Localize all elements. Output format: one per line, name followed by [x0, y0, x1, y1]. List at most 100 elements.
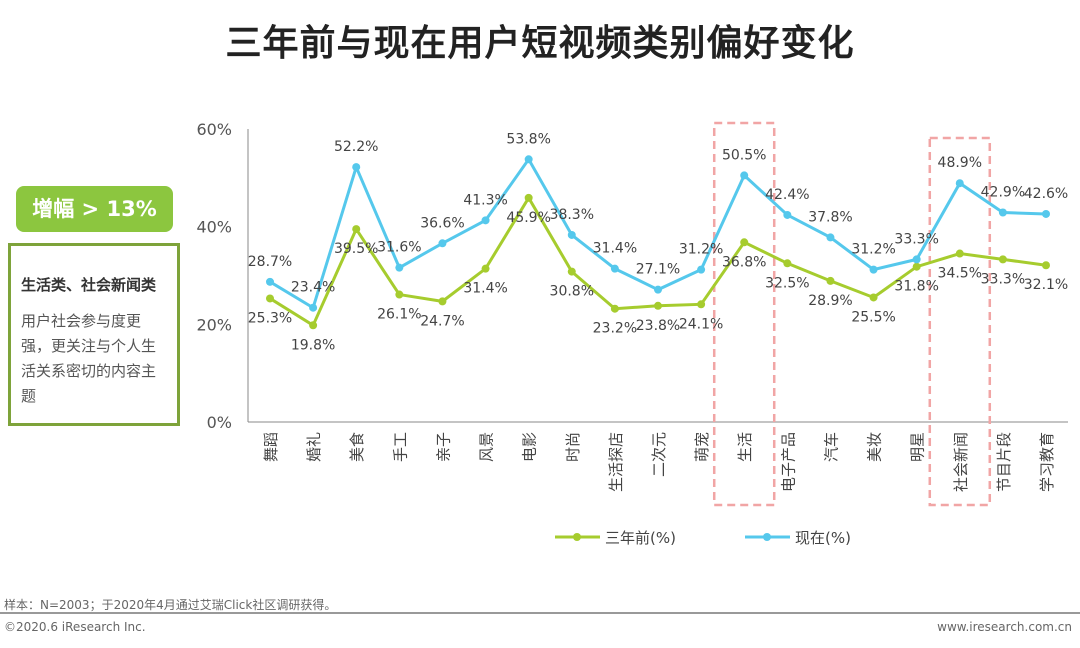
- legend-label: 三年前(%): [605, 529, 676, 547]
- x-tick-label: 美妆: [866, 432, 884, 462]
- data-point: [524, 193, 533, 202]
- data-label: 25.5%: [851, 309, 895, 325]
- data-point: [783, 210, 792, 219]
- data-label: 26.1%: [377, 307, 421, 323]
- x-tick-label: 汽车: [822, 432, 840, 462]
- x-tick-label: 学习教育: [1038, 432, 1056, 492]
- legend-marker: [763, 533, 771, 541]
- data-label: 31.2%: [679, 242, 723, 258]
- data-label: 38.3%: [550, 207, 594, 223]
- x-tick-label: 手工: [391, 432, 409, 462]
- highlight-box: [928, 136, 992, 507]
- x-tick-label: 电子产品: [779, 432, 797, 492]
- data-point: [912, 262, 921, 271]
- x-tick-label: 明星: [909, 432, 927, 462]
- x-tick-label: 节目片段: [995, 432, 1013, 492]
- y-tick-label: 60%: [196, 120, 232, 139]
- insight-body: 用户社会参与度更强，更关注与个人生活关系密切的内容主题: [21, 312, 157, 405]
- data-label: 52.2%: [334, 139, 378, 155]
- data-point: [567, 267, 576, 276]
- x-tick-label: 美食: [348, 432, 366, 462]
- x-tick-label: 亲子: [434, 432, 452, 462]
- x-tick-label: 婚礼: [305, 432, 323, 462]
- data-label: 27.1%: [636, 262, 680, 278]
- y-tick-label: 40%: [196, 218, 232, 237]
- data-label: 34.5%: [938, 266, 982, 282]
- data-label: 23.4%: [291, 280, 335, 296]
- data-label: 31.6%: [377, 240, 421, 256]
- data-label: 24.7%: [420, 313, 464, 329]
- data-label: 36.8%: [722, 254, 766, 270]
- data-label: 31.4%: [463, 281, 507, 297]
- data-point: [352, 163, 361, 172]
- x-tick-label: 舞蹈: [262, 432, 280, 462]
- data-point: [697, 300, 706, 309]
- data-point: [610, 304, 619, 313]
- footer-divider: [0, 612, 1080, 614]
- data-label: 25.3%: [248, 310, 292, 326]
- x-tick-label: 社会新闻: [952, 432, 970, 492]
- data-label: 41.3%: [463, 192, 507, 208]
- legend-marker: [573, 533, 581, 541]
- data-point: [610, 264, 619, 273]
- data-label: 50.5%: [722, 147, 766, 163]
- data-label: 31.2%: [851, 242, 895, 258]
- data-point: [869, 265, 878, 274]
- data-point: [352, 225, 361, 234]
- y-tick-label: 20%: [196, 315, 232, 334]
- x-tick-label: 二次元: [650, 432, 668, 477]
- data-point: [481, 264, 490, 273]
- data-label: 28.9%: [808, 293, 852, 309]
- data-point: [697, 265, 706, 274]
- data-point: [740, 171, 749, 180]
- data-point: [826, 276, 835, 285]
- data-point: [955, 249, 964, 258]
- data-point: [309, 321, 318, 330]
- data-label: 36.6%: [420, 215, 464, 231]
- x-tick-label: 生活探店: [607, 432, 625, 492]
- data-point: [524, 155, 533, 164]
- data-label: 33.3%: [981, 271, 1025, 287]
- data-label: 42.9%: [981, 185, 1025, 201]
- legend-label: 现在(%): [795, 529, 851, 547]
- data-label: 39.5%: [334, 241, 378, 257]
- data-point: [1042, 209, 1050, 218]
- data-point: [266, 294, 274, 303]
- data-point: [740, 238, 749, 247]
- data-label: 48.9%: [938, 155, 982, 171]
- data-point: [309, 303, 318, 312]
- data-label: 53.8%: [506, 131, 550, 147]
- data-label: 37.8%: [808, 209, 852, 225]
- x-tick-label: 时尚: [564, 432, 582, 462]
- website: www.iresearch.com.cn: [937, 620, 1072, 634]
- data-label: 31.8%: [894, 279, 938, 295]
- data-label: 19.8%: [291, 337, 335, 353]
- data-point: [998, 255, 1007, 264]
- data-point: [912, 255, 921, 264]
- y-tick-label: 0%: [207, 413, 232, 432]
- insight-heading: 生活类、社会新闻类: [21, 276, 157, 294]
- data-point: [955, 179, 964, 188]
- data-point: [654, 301, 662, 310]
- data-point: [481, 216, 490, 225]
- data-label: 32.1%: [1024, 277, 1068, 293]
- data-point: [395, 263, 404, 272]
- data-label: 23.2%: [593, 321, 637, 337]
- x-tick-label: 电影: [521, 432, 539, 462]
- source-note: 样本：N=2003；于2020年4月通过艾瑞Click社区调研获得。: [4, 598, 337, 612]
- data-point: [438, 297, 447, 306]
- growth-badge: 增幅 > 13%: [16, 186, 173, 232]
- data-point: [783, 259, 792, 268]
- data-point: [438, 239, 447, 248]
- data-label: 31.4%: [593, 241, 637, 257]
- data-point: [266, 277, 274, 286]
- data-label: 45.9%: [506, 210, 550, 226]
- data-point: [1042, 261, 1050, 270]
- data-point: [998, 208, 1007, 217]
- data-point: [567, 230, 576, 239]
- data-label: 30.8%: [550, 284, 594, 300]
- copyright: ©2020.6 iResearch Inc.: [4, 620, 146, 634]
- data-label: 32.5%: [765, 275, 809, 291]
- data-label: 28.7%: [248, 254, 292, 270]
